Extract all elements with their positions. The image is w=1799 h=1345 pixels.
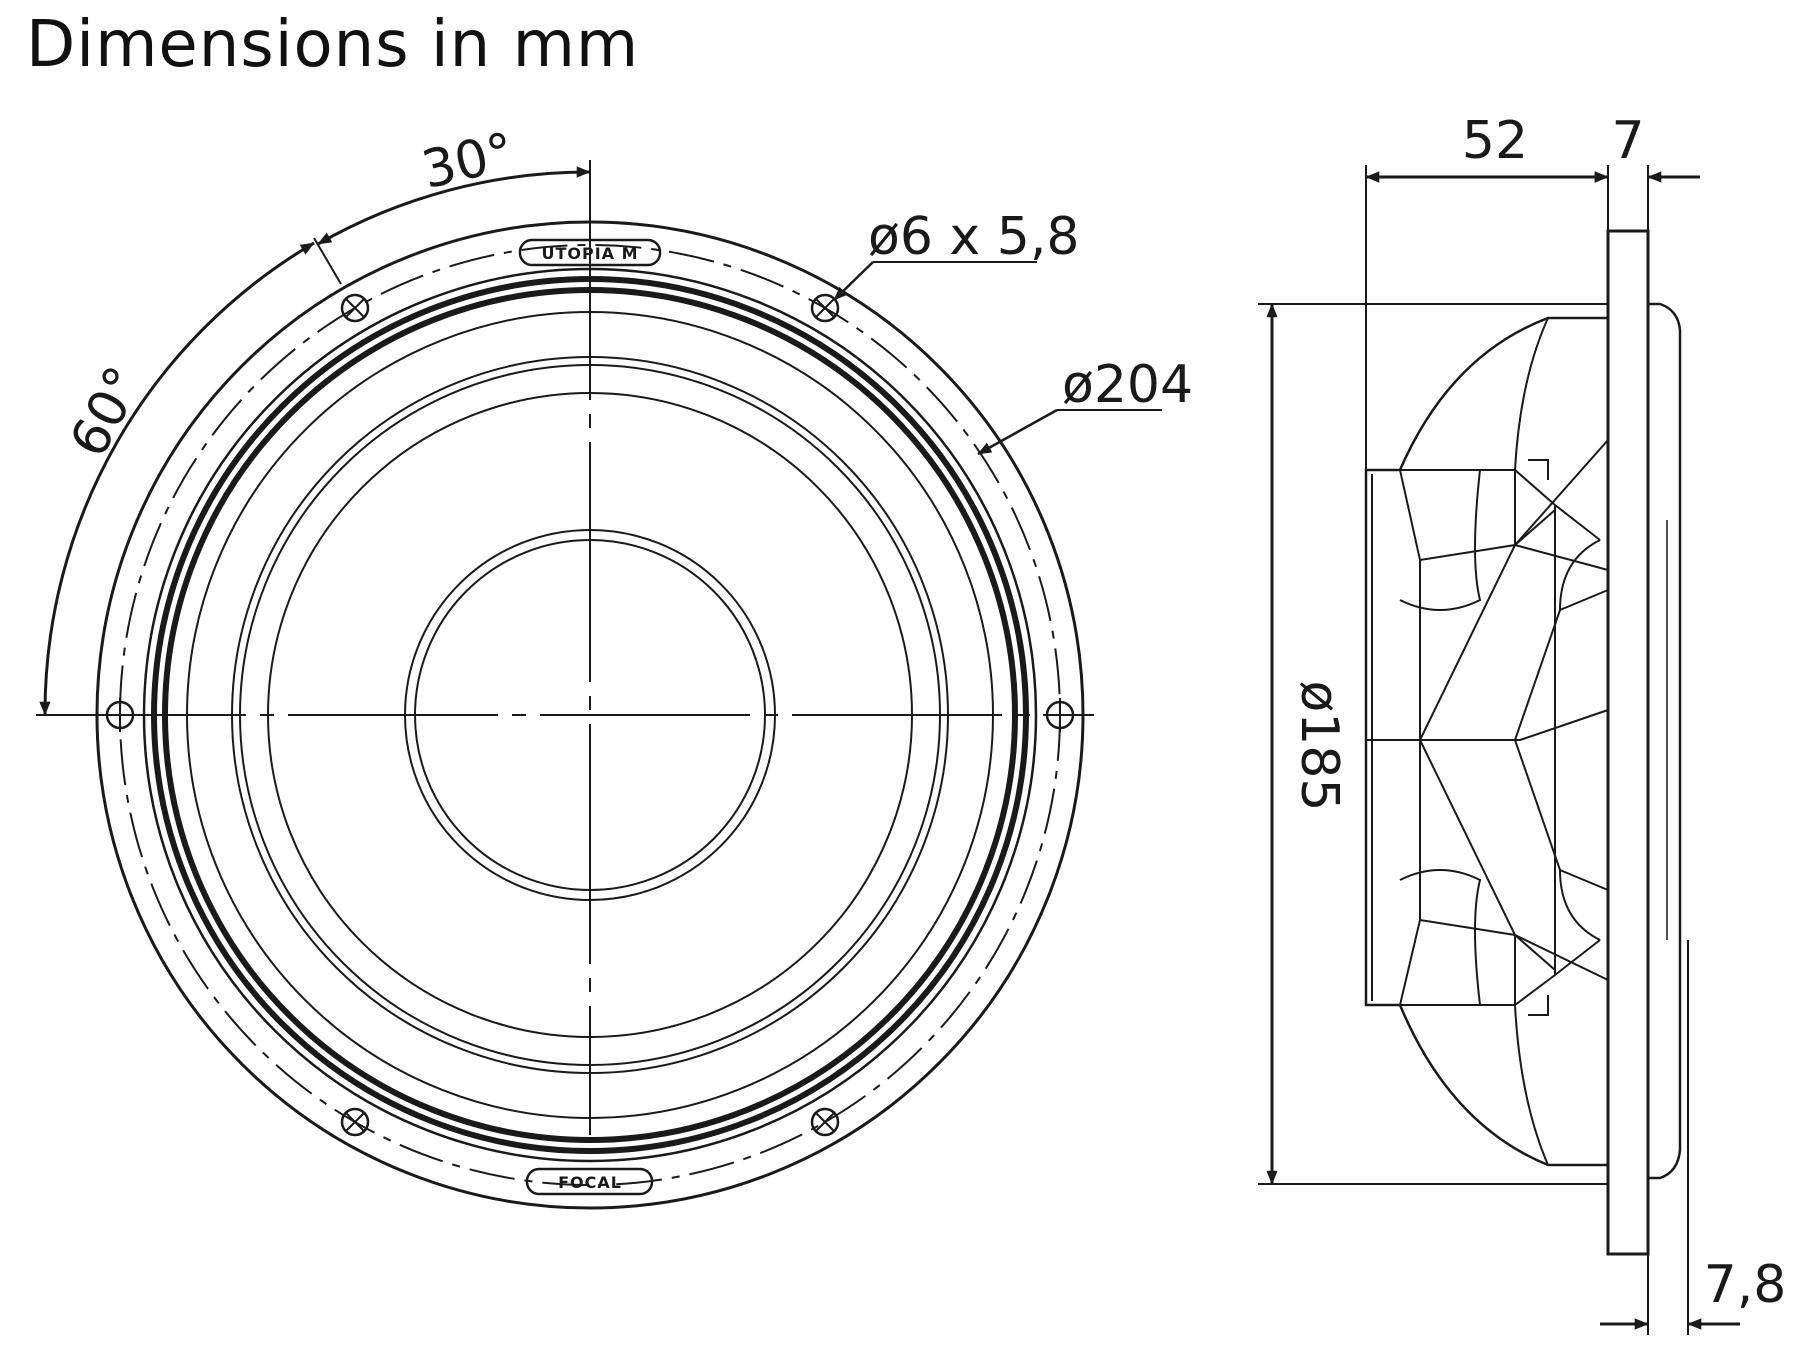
mounting-hole-right bbox=[1043, 698, 1077, 732]
cutout-diameter-label: ø185 bbox=[1289, 680, 1349, 811]
hole-spec-label: ø6 x 5,8 bbox=[868, 207, 1079, 267]
angle-arc-30 bbox=[317, 166, 591, 246]
mounting-hole-bottom-left bbox=[340, 1107, 370, 1137]
angle-label-30: 30° bbox=[417, 122, 520, 201]
svg-text:FOCAL: FOCAL bbox=[558, 1173, 622, 1192]
svg-text:UTOPIA M: UTOPIA M bbox=[541, 244, 638, 263]
side-view: 52 7 ø185 7,8 bbox=[1258, 111, 1786, 1335]
offset-label: 7,8 bbox=[1704, 1255, 1787, 1315]
hole-spec-leader-arrow bbox=[833, 261, 874, 301]
page-title: Dimensions in mm bbox=[26, 8, 640, 82]
angle-label-60: 60° bbox=[59, 357, 155, 467]
front-rim-profile bbox=[1648, 302, 1682, 1180]
front-view: UTOPIA M FOCAL 30° 60° ø6 x 5,8 ø204 bbox=[36, 122, 1193, 1210]
basket-spokes bbox=[1366, 317, 1609, 1166]
brand-badge-bottom: FOCAL bbox=[525, 1167, 654, 1196]
mounting-hole-top-right bbox=[810, 293, 840, 323]
outer-diameter-label: ø204 bbox=[1062, 355, 1193, 415]
depth-label: 52 bbox=[1462, 111, 1528, 171]
basket-outline bbox=[1364, 316, 1608, 1167]
flange-thickness-label: 7 bbox=[1611, 111, 1644, 171]
mounting-hole-top-left bbox=[340, 293, 370, 323]
mounting-hole-bottom-right bbox=[810, 1107, 840, 1137]
mounting-hole-left bbox=[103, 698, 137, 732]
mounting-flange bbox=[1606, 229, 1650, 1256]
angle-arc-60 bbox=[39, 241, 315, 716]
angle-extension-line bbox=[313, 237, 342, 285]
outer-diameter-leader-arrow bbox=[977, 408, 1058, 456]
brand-badge-top: UTOPIA M bbox=[518, 238, 662, 267]
